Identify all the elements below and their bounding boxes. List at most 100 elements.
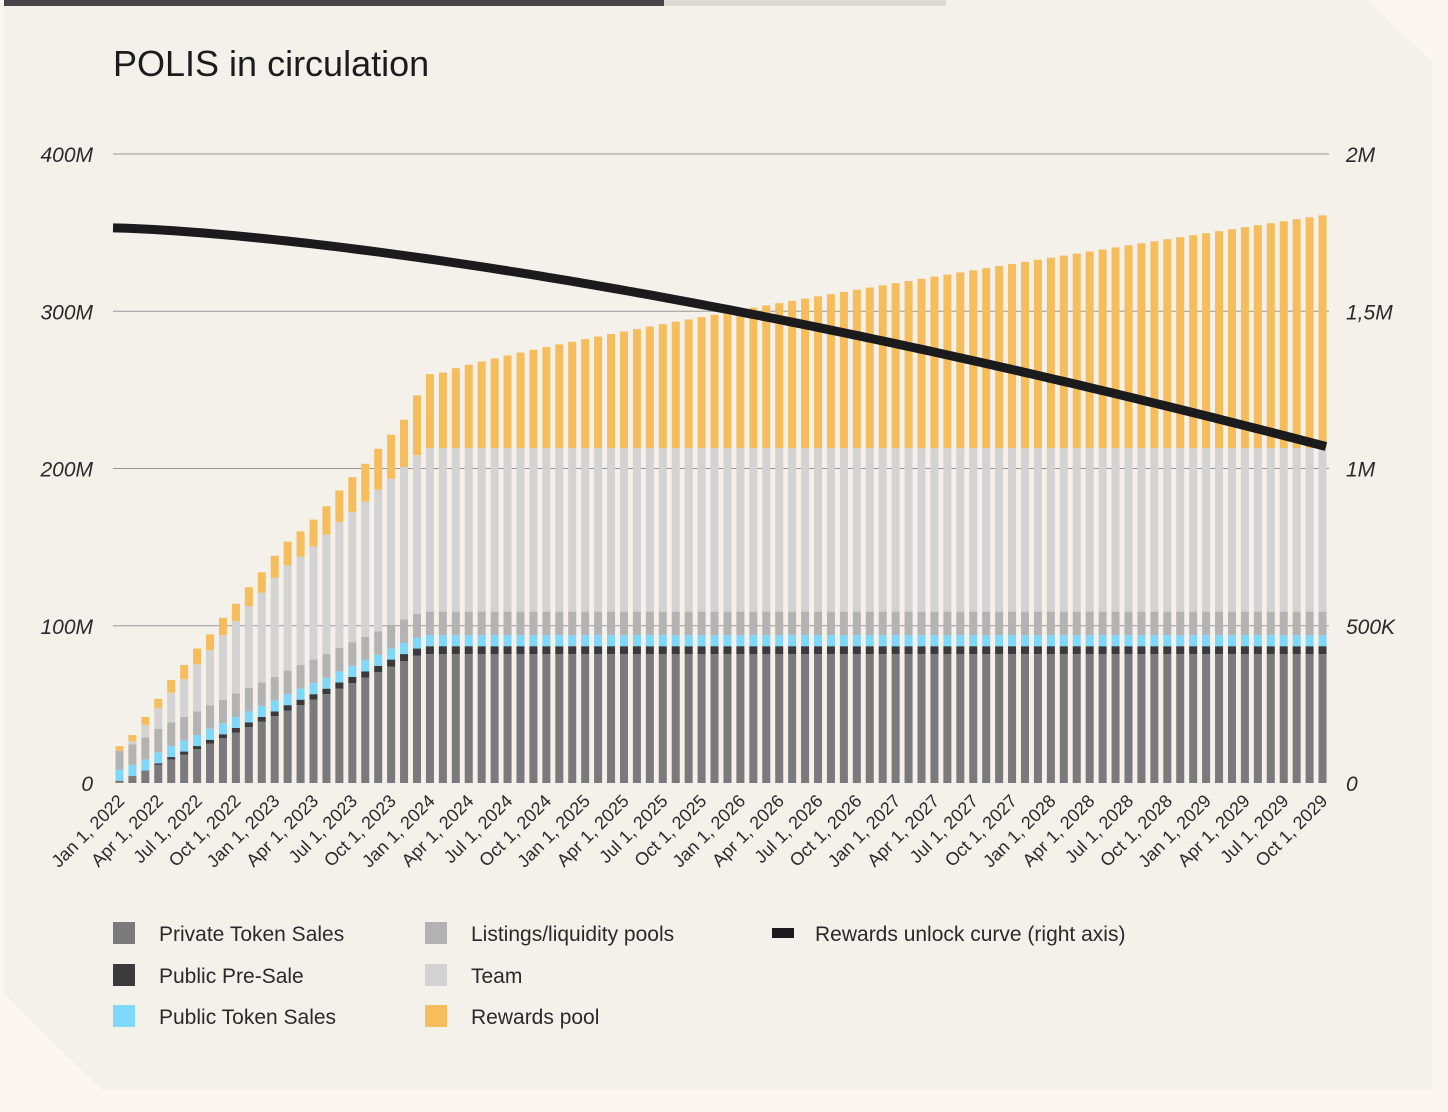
bar-stack xyxy=(852,289,861,783)
bar-public xyxy=(852,635,861,647)
bar-public xyxy=(1150,635,1159,647)
bar-private xyxy=(943,654,952,783)
bar-public xyxy=(374,654,383,666)
bar-private xyxy=(270,716,279,783)
bar-presale xyxy=(632,646,641,655)
bar-public xyxy=(671,635,680,647)
bar-public xyxy=(1008,635,1017,647)
bar-public xyxy=(529,635,538,647)
bar-rewards xyxy=(1046,257,1055,449)
bar-stack xyxy=(387,434,396,783)
bar-rewards xyxy=(723,312,732,449)
bar-public xyxy=(154,752,163,764)
bar-listings xyxy=(477,611,486,636)
bar-team xyxy=(852,448,861,612)
y-left-tick-label: 100M xyxy=(40,616,93,639)
bar-rewards xyxy=(658,324,667,449)
bar-public xyxy=(581,635,590,647)
bar-stack xyxy=(231,603,240,783)
bar-public xyxy=(218,723,227,735)
bar-rewards xyxy=(1124,245,1133,449)
bar-public xyxy=(1098,635,1107,647)
bar-stack xyxy=(632,329,641,783)
bar-team xyxy=(1189,448,1198,612)
bar-team xyxy=(361,501,370,637)
bar-public xyxy=(645,635,654,647)
bar-presale xyxy=(438,646,447,655)
bar-team xyxy=(387,478,396,625)
bar-stack xyxy=(775,303,784,783)
bar-team xyxy=(1137,448,1146,612)
bar-listings xyxy=(801,611,810,636)
bar-team xyxy=(594,448,603,612)
bar-rewards xyxy=(283,541,292,566)
bar-rewards xyxy=(335,490,344,522)
bar-private xyxy=(167,759,176,783)
bar-rewards xyxy=(542,347,551,449)
bar-private xyxy=(1124,654,1133,783)
bar-private xyxy=(749,654,758,783)
bar-rewards xyxy=(1266,223,1275,449)
bar-team xyxy=(464,448,473,612)
bar-listings xyxy=(904,611,913,636)
y-left-tick-label: 300M xyxy=(40,301,93,324)
bar-public xyxy=(1292,635,1301,647)
bar-team xyxy=(374,489,383,632)
legend: Private Token Sales Public Pre-Sale Public… xyxy=(113,922,1125,1029)
y-right-tick-label: 1,5M xyxy=(1346,301,1393,324)
bar-team xyxy=(529,448,538,612)
bar-public xyxy=(322,677,331,689)
bar-public xyxy=(865,635,874,647)
bar-rewards xyxy=(1202,233,1211,449)
bar-listings xyxy=(231,693,240,717)
bar-team xyxy=(723,448,732,612)
bar-private xyxy=(1072,654,1081,783)
bar-listings xyxy=(218,699,227,724)
bar-private xyxy=(568,654,577,783)
bar-presale xyxy=(1137,646,1146,655)
bar-presale xyxy=(1124,646,1133,655)
bar-team xyxy=(1202,448,1211,612)
bar-presale xyxy=(943,646,952,655)
bar-private xyxy=(982,654,991,783)
bar-team xyxy=(710,448,719,612)
bar-public xyxy=(1085,635,1094,647)
bar-public xyxy=(788,635,797,647)
legend-label: Rewards pool xyxy=(471,1006,599,1029)
bar-rewards xyxy=(930,276,939,449)
bar-public xyxy=(296,688,305,700)
bar-public xyxy=(1046,635,1055,647)
bar-team xyxy=(270,577,279,677)
bar-presale xyxy=(788,646,797,655)
bar-listings xyxy=(490,611,499,636)
bar-rewards xyxy=(244,587,253,607)
bar-public xyxy=(658,635,667,647)
bar-presale xyxy=(1279,646,1288,655)
bar-listings xyxy=(1305,611,1314,636)
bar-public xyxy=(387,648,396,660)
bar-public xyxy=(1240,635,1249,647)
bar-stack xyxy=(969,270,978,783)
bar-private xyxy=(801,654,810,783)
bar-public xyxy=(749,635,758,647)
bar-private xyxy=(995,654,1004,783)
bar-team xyxy=(1008,448,1017,612)
bar-private xyxy=(283,710,292,783)
bar-public xyxy=(1137,635,1146,647)
bar-presale xyxy=(607,646,616,655)
bar-private xyxy=(1189,654,1198,783)
bar-private xyxy=(244,727,253,783)
bar-rewards xyxy=(671,321,680,449)
y-left-tick-label: 0 xyxy=(81,773,93,796)
legend-label: Public Token Sales xyxy=(159,1006,336,1029)
bar-presale xyxy=(400,654,409,662)
bar-team xyxy=(736,448,745,612)
bar-private xyxy=(1176,654,1185,783)
bar-private xyxy=(1202,654,1211,783)
y-right-tick-label: 1M xyxy=(1346,459,1376,482)
bar-team xyxy=(801,448,810,612)
bar-listings xyxy=(542,611,551,636)
bar-presale xyxy=(309,694,318,700)
bar-private xyxy=(141,770,150,783)
